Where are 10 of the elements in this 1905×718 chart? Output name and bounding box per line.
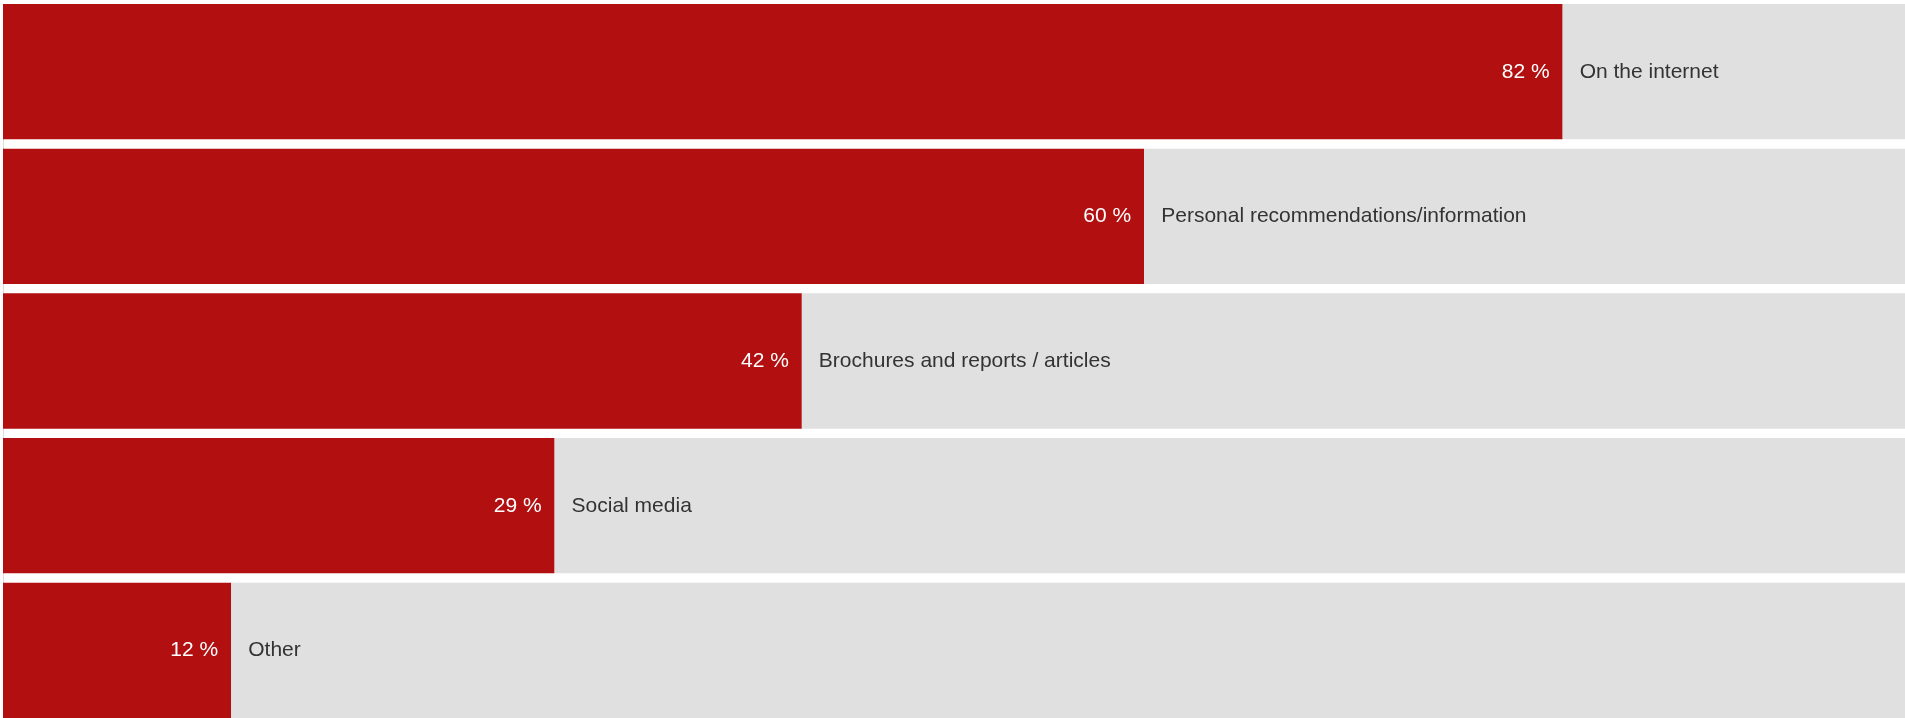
y-tick-label: Social media	[571, 492, 693, 516]
data-label: 60 %	[1083, 203, 1132, 227]
data-label: 12 %	[170, 637, 219, 661]
y-tick-label: Brochures and reports / articles	[818, 348, 1111, 371]
data-label: 29 %	[493, 492, 542, 516]
y-tick-label: On the internet	[1579, 58, 1719, 82]
data-label: 82 %	[1501, 58, 1550, 82]
y-tick-label: Other	[248, 637, 301, 661]
y-tick-label: Personal recommendations/information	[1161, 203, 1527, 227]
data-label: 42 %	[740, 348, 789, 371]
